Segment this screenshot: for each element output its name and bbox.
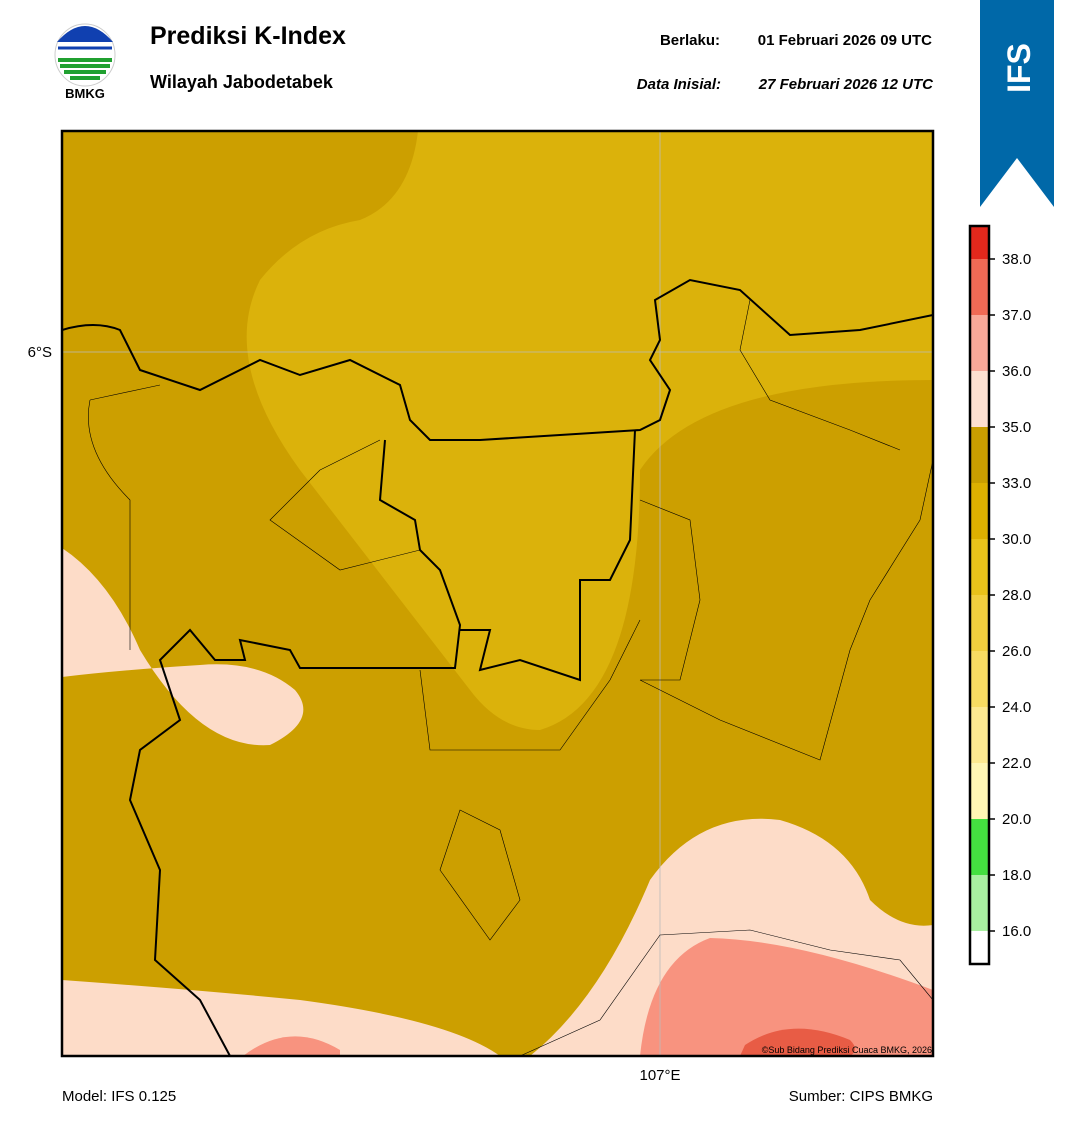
init-label: Data Inisial: [637, 76, 721, 93]
colorbar-tick-label: 18.0 [1002, 867, 1031, 884]
colorbar-segment [970, 819, 989, 875]
colorbar-segment [970, 371, 989, 427]
map-frame [60, 129, 935, 1058]
colorbar-segment [970, 483, 989, 539]
valid-time: 01 Februari 2026 09 UTC [758, 32, 932, 49]
colorbar-tick-label: 22.0 [1002, 755, 1031, 772]
bmkg-logo: BMKG [54, 23, 116, 101]
colorbar-segment [970, 595, 989, 651]
lat-label: 6°S [28, 344, 52, 361]
colorbar-segment [970, 931, 989, 964]
ifs-badge [980, 0, 1054, 207]
title: Prediksi K-Index [150, 22, 346, 50]
init-time: 27 Februari 2026 12 UTC [758, 76, 934, 93]
badge-text: IFS [1001, 43, 1037, 93]
colorbar-segment [970, 539, 989, 595]
colorbar-tick-label: 33.0 [1002, 475, 1031, 492]
colorbar-tick-label: 35.0 [1002, 419, 1031, 436]
footer-model: Model: IFS 0.125 [62, 1088, 176, 1105]
colorbar-tick-label: 37.0 [1002, 307, 1031, 324]
colorbar-segment [970, 226, 989, 259]
colorbar-tick-label: 26.0 [1002, 643, 1031, 660]
colorbar-segment [970, 651, 989, 707]
colorbar-tick-label: 28.0 [1002, 587, 1031, 604]
colorbar-tick-label: 16.0 [1002, 923, 1031, 940]
valid-label: Berlaku: [660, 32, 720, 49]
footer-source: Sumber: CIPS BMKG [789, 1088, 933, 1105]
colorbar-segment [970, 875, 989, 931]
colorbar-segment [970, 259, 989, 315]
colorbar: 16.0 18.0 20.0 22.0 24.0 26.0 28.0 30.0 33.0 35.0… [968, 224, 1031, 966]
copyright: ©Sub Bidang Prediksi Cuaca BMKG, 2026 [762, 1045, 932, 1055]
colorbar-segment [970, 427, 989, 483]
subtitle: Wilayah Jabodetabek [150, 72, 334, 92]
colorbar-tick-label: 36.0 [1002, 363, 1031, 380]
colorbar-segment [970, 707, 989, 763]
colorbar-tick-label: 20.0 [1002, 811, 1031, 828]
logo-text: BMKG [65, 86, 105, 101]
colorbar-tick-label: 30.0 [1002, 531, 1031, 548]
colorbar-frame [968, 224, 991, 966]
colorbar-tick-label: 38.0 [1002, 251, 1031, 268]
colorbar-tick-label: 24.0 [1002, 699, 1031, 716]
lon-label: 107°E [639, 1067, 680, 1084]
colorbar-segment [970, 763, 989, 819]
map-area: ©Sub Bidang Prediksi Cuaca BMKG, 2026 [62, 131, 933, 1056]
colorbar-segment [970, 315, 989, 371]
